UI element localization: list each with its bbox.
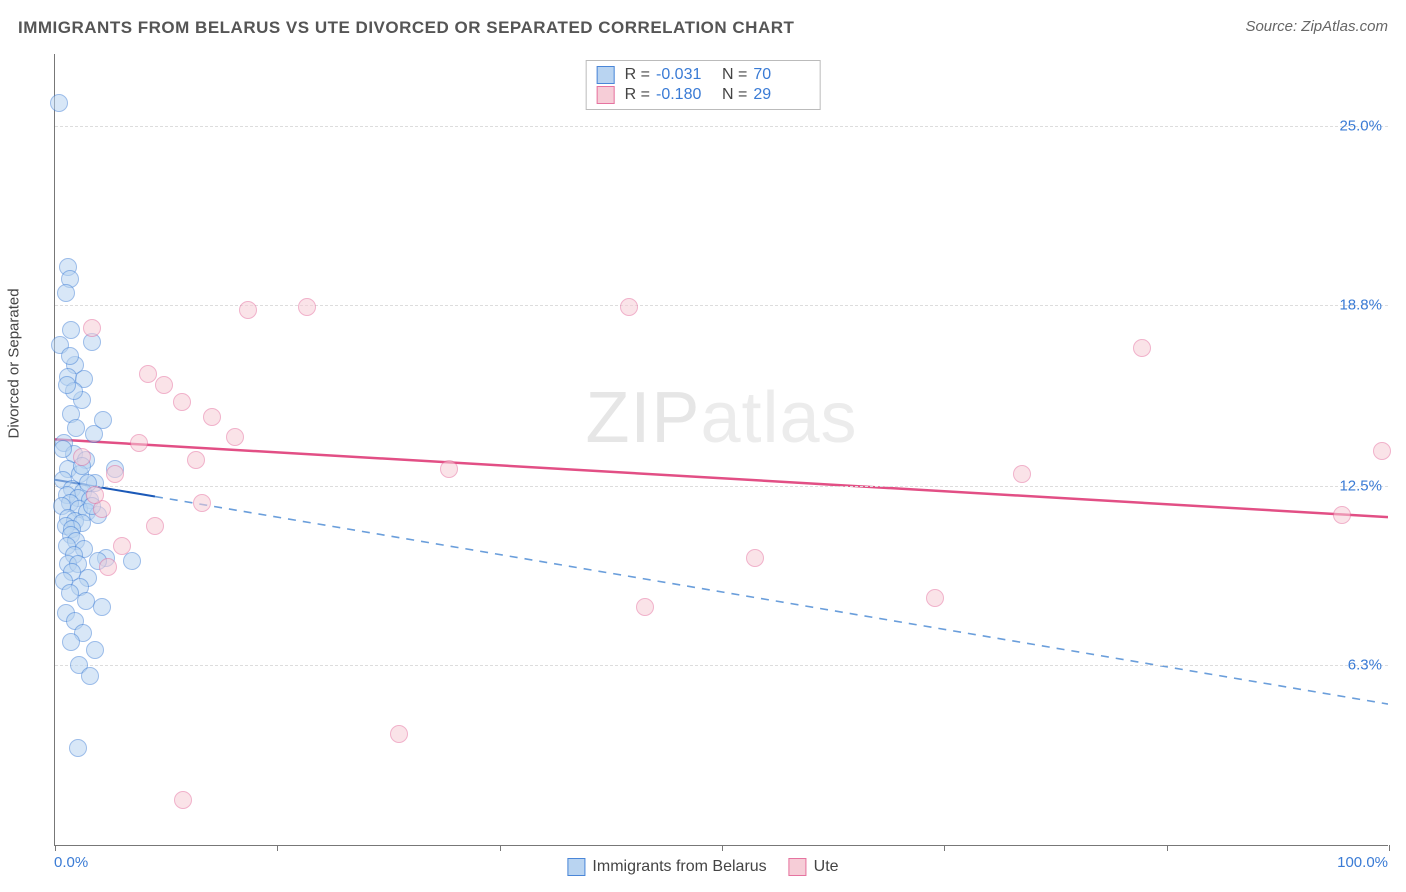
point-belarus — [123, 552, 141, 570]
point-belarus — [50, 94, 68, 112]
point-ute — [1133, 339, 1151, 357]
x-tick — [277, 845, 278, 851]
point-belarus — [69, 739, 87, 757]
point-ute — [113, 537, 131, 555]
point-ute — [139, 365, 157, 383]
legend-stats-row: R = -0.031 N = 70 — [597, 65, 810, 85]
legend-series: Immigrants from Belarus Ute — [567, 858, 838, 876]
legend-stats-row: R = -0.180 N = 29 — [597, 85, 810, 105]
point-ute — [298, 298, 316, 316]
legend-series-item: Immigrants from Belarus — [567, 858, 766, 876]
y-tick-label: 6.3% — [1348, 656, 1382, 673]
legend-swatch — [597, 66, 615, 84]
point-ute — [83, 319, 101, 337]
point-belarus — [62, 633, 80, 651]
trend-lines-layer — [55, 54, 1388, 845]
legend-series-item: Ute — [789, 858, 839, 876]
point-belarus — [93, 598, 111, 616]
point-ute — [146, 517, 164, 535]
point-belarus — [61, 347, 79, 365]
point-ute — [193, 494, 211, 512]
point-ute — [155, 376, 173, 394]
legend-R-label: R = — [625, 86, 650, 104]
point-ute — [203, 408, 221, 426]
x-tick — [1389, 845, 1390, 851]
y-axis-label: Divorced or Separated — [6, 288, 23, 438]
point-ute — [1013, 465, 1031, 483]
legend-N-label: N = — [722, 86, 747, 104]
legend-R-value: -0.180 — [656, 86, 712, 104]
x-tick-label: 100.0% — [1337, 854, 1388, 871]
gridline-h — [55, 486, 1388, 487]
point-ute — [926, 589, 944, 607]
point-belarus — [54, 440, 72, 458]
point-belarus — [81, 667, 99, 685]
legend-R-label: R = — [625, 66, 650, 84]
legend-N-label: N = — [722, 66, 747, 84]
point-ute — [226, 428, 244, 446]
x-tick — [500, 845, 501, 851]
legend-series-label: Immigrants from Belarus — [592, 858, 766, 876]
source-attribution: Source: ZipAtlas.com — [1245, 18, 1388, 35]
trend-line-dashed — [155, 497, 1388, 705]
y-tick-label: 25.0% — [1339, 118, 1382, 135]
point-ute — [130, 434, 148, 452]
legend-series-label: Ute — [814, 858, 839, 876]
point-belarus — [57, 284, 75, 302]
gridline-h — [55, 126, 1388, 127]
y-tick-label: 12.5% — [1339, 478, 1382, 495]
y-tick-label: 18.8% — [1339, 296, 1382, 313]
x-tick — [1167, 845, 1168, 851]
point-ute — [440, 460, 458, 478]
point-ute — [1333, 506, 1351, 524]
x-tick-label: 0.0% — [54, 854, 88, 871]
point-ute — [187, 451, 205, 469]
watermark-thin: atlas — [700, 378, 857, 458]
point-ute — [746, 549, 764, 567]
legend-N-value: 29 — [753, 86, 809, 104]
point-ute — [86, 486, 104, 504]
point-belarus — [67, 419, 85, 437]
point-ute — [239, 301, 257, 319]
trend-line-solid — [55, 439, 1388, 517]
point-ute — [173, 393, 191, 411]
legend-swatch — [567, 858, 585, 876]
legend-R-value: -0.031 — [656, 66, 712, 84]
chart-plot-area: ZIPatlas 6.3% 12.5% 18.8% 25.0% — [54, 54, 1388, 846]
legend-swatch — [789, 858, 807, 876]
legend-N-value: 70 — [753, 66, 809, 84]
point-belarus — [86, 641, 104, 659]
point-ute — [99, 558, 117, 576]
point-ute — [174, 791, 192, 809]
point-ute — [636, 598, 654, 616]
x-tick — [944, 845, 945, 851]
point-belarus — [58, 376, 76, 394]
point-ute — [1373, 442, 1391, 460]
point-belarus — [94, 411, 112, 429]
x-tick — [722, 845, 723, 851]
point-ute — [620, 298, 638, 316]
legend-stats-box: R = -0.031 N = 70 R = -0.180 N = 29 — [586, 60, 821, 110]
point-ute — [390, 725, 408, 743]
gridline-h — [55, 665, 1388, 666]
legend-swatch — [597, 86, 615, 104]
point-ute — [73, 448, 91, 466]
chart-title: IMMIGRANTS FROM BELARUS VS UTE DIVORCED … — [18, 18, 794, 38]
watermark: ZIPatlas — [585, 377, 857, 459]
point-ute — [106, 465, 124, 483]
x-tick — [55, 845, 56, 851]
watermark-bold: ZIP — [585, 378, 700, 458]
